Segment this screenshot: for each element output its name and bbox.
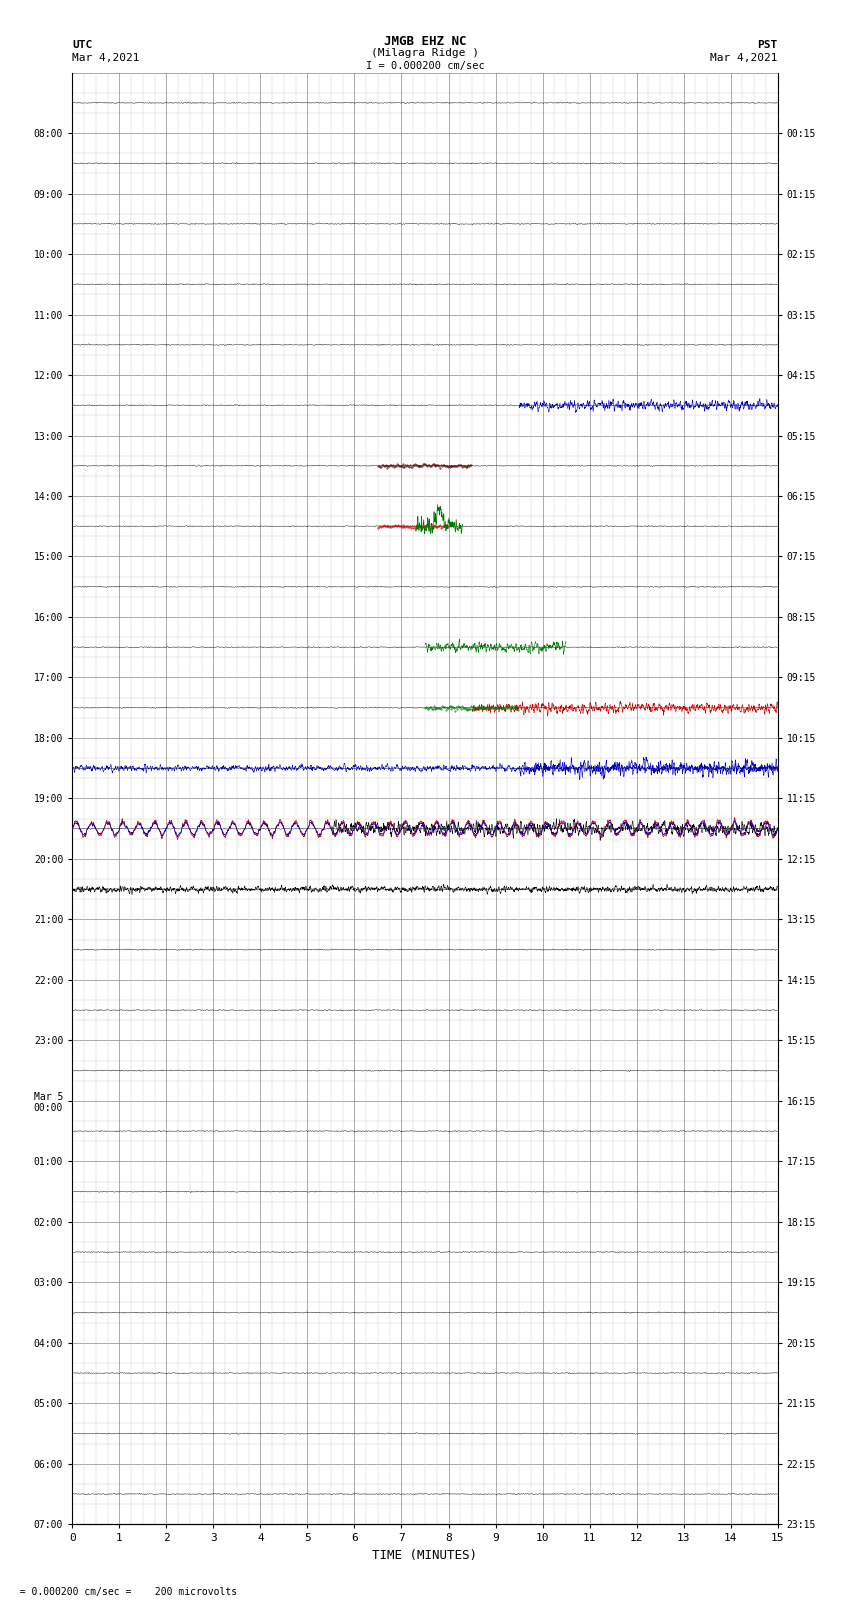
Text: JMGB EHZ NC: JMGB EHZ NC (383, 35, 467, 48)
Text: Mar 4,2021: Mar 4,2021 (711, 53, 778, 63)
Text: Mar 4,2021: Mar 4,2021 (72, 53, 139, 63)
Text: UTC: UTC (72, 40, 93, 50)
X-axis label: TIME (MINUTES): TIME (MINUTES) (372, 1548, 478, 1561)
Text: I = 0.000200 cm/sec: I = 0.000200 cm/sec (366, 61, 484, 71)
Text: PST: PST (757, 40, 778, 50)
Text: = 0.000200 cm/sec =    200 microvolts: = 0.000200 cm/sec = 200 microvolts (8, 1587, 238, 1597)
Text: (Milagra Ridge ): (Milagra Ridge ) (371, 48, 479, 58)
